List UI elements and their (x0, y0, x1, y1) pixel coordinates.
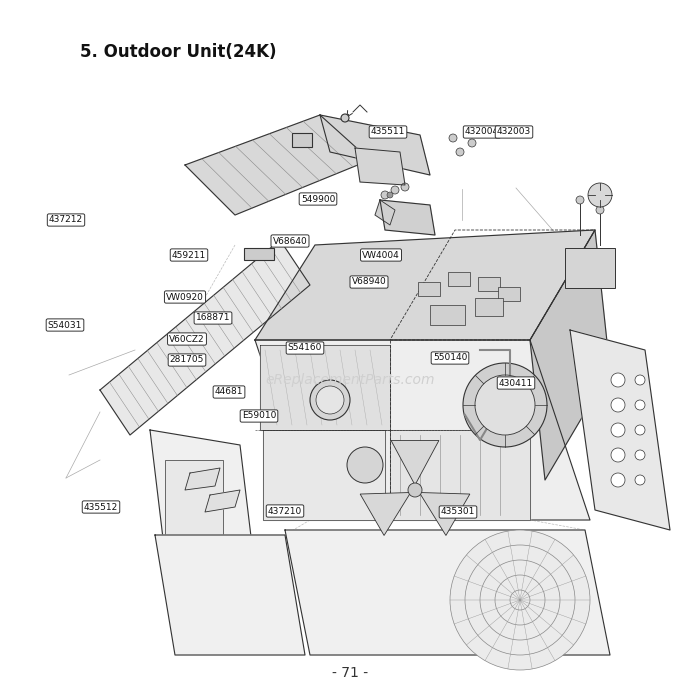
Circle shape (341, 114, 349, 122)
Polygon shape (100, 240, 310, 435)
Circle shape (408, 483, 422, 497)
Circle shape (611, 423, 625, 437)
Text: 281705: 281705 (170, 356, 204, 365)
Text: 550140: 550140 (433, 354, 467, 363)
Text: 5. Outdoor Unit(24K): 5. Outdoor Unit(24K) (80, 43, 276, 61)
Bar (165, 460, 223, 540)
Text: 435512: 435512 (84, 503, 118, 512)
Text: eReplacementParts.com: eReplacementParts.com (265, 373, 435, 387)
Bar (244, 248, 274, 260)
Text: 459211: 459211 (172, 251, 206, 260)
Circle shape (635, 450, 645, 460)
Polygon shape (380, 200, 435, 235)
Polygon shape (285, 530, 610, 655)
Text: VW4004: VW4004 (362, 251, 400, 260)
Text: 437210: 437210 (268, 507, 302, 515)
Circle shape (449, 134, 457, 142)
Text: 435511: 435511 (371, 127, 405, 136)
Text: 432003: 432003 (497, 127, 531, 136)
Polygon shape (320, 115, 430, 175)
Circle shape (611, 473, 625, 487)
Text: 435301: 435301 (441, 508, 475, 517)
Polygon shape (185, 115, 370, 215)
Circle shape (588, 183, 612, 207)
Bar (478, 277, 500, 291)
Polygon shape (360, 493, 411, 536)
Bar (430, 305, 465, 325)
Circle shape (316, 386, 344, 414)
Circle shape (463, 363, 547, 447)
Bar (475, 298, 503, 316)
Polygon shape (260, 345, 390, 430)
Circle shape (611, 448, 625, 462)
Bar (565, 248, 615, 288)
Text: 432004: 432004 (465, 127, 499, 136)
Polygon shape (185, 468, 220, 490)
Text: S54160: S54160 (288, 344, 322, 353)
Polygon shape (255, 230, 595, 340)
Circle shape (456, 148, 464, 156)
Circle shape (310, 380, 350, 420)
Text: E59010: E59010 (241, 412, 276, 421)
Bar (418, 282, 440, 296)
Text: V68640: V68640 (272, 237, 307, 246)
Bar (448, 272, 470, 286)
Polygon shape (205, 490, 240, 512)
Text: 168871: 168871 (196, 314, 230, 323)
Text: V60CZ2: V60CZ2 (169, 335, 205, 344)
Circle shape (387, 192, 393, 198)
Circle shape (468, 139, 476, 147)
Text: V68940: V68940 (351, 277, 386, 286)
Polygon shape (155, 535, 305, 655)
Circle shape (635, 475, 645, 485)
Polygon shape (390, 430, 530, 520)
Circle shape (611, 373, 625, 387)
Polygon shape (375, 200, 395, 225)
Text: VW0920: VW0920 (166, 293, 204, 302)
Circle shape (450, 530, 590, 670)
Polygon shape (355, 148, 405, 185)
Circle shape (475, 375, 535, 435)
Text: - 71 -: - 71 - (332, 666, 368, 680)
Polygon shape (255, 340, 590, 520)
Circle shape (635, 425, 645, 435)
Polygon shape (530, 230, 610, 480)
Circle shape (391, 186, 399, 194)
Polygon shape (419, 493, 470, 536)
Text: 430411: 430411 (499, 379, 533, 388)
Circle shape (611, 398, 625, 412)
Polygon shape (263, 430, 385, 520)
Bar (498, 287, 520, 301)
Circle shape (596, 206, 604, 214)
Bar (292, 133, 312, 147)
Circle shape (635, 375, 645, 385)
Polygon shape (570, 330, 670, 530)
Text: 549900: 549900 (301, 195, 335, 204)
Circle shape (576, 196, 584, 204)
Circle shape (347, 447, 383, 483)
Circle shape (635, 400, 645, 410)
Text: S54031: S54031 (48, 321, 82, 330)
Text: 437212: 437212 (49, 216, 83, 225)
Circle shape (401, 183, 409, 191)
Circle shape (381, 191, 389, 199)
Polygon shape (150, 430, 255, 570)
Text: 44681: 44681 (215, 388, 244, 396)
Polygon shape (391, 440, 439, 485)
